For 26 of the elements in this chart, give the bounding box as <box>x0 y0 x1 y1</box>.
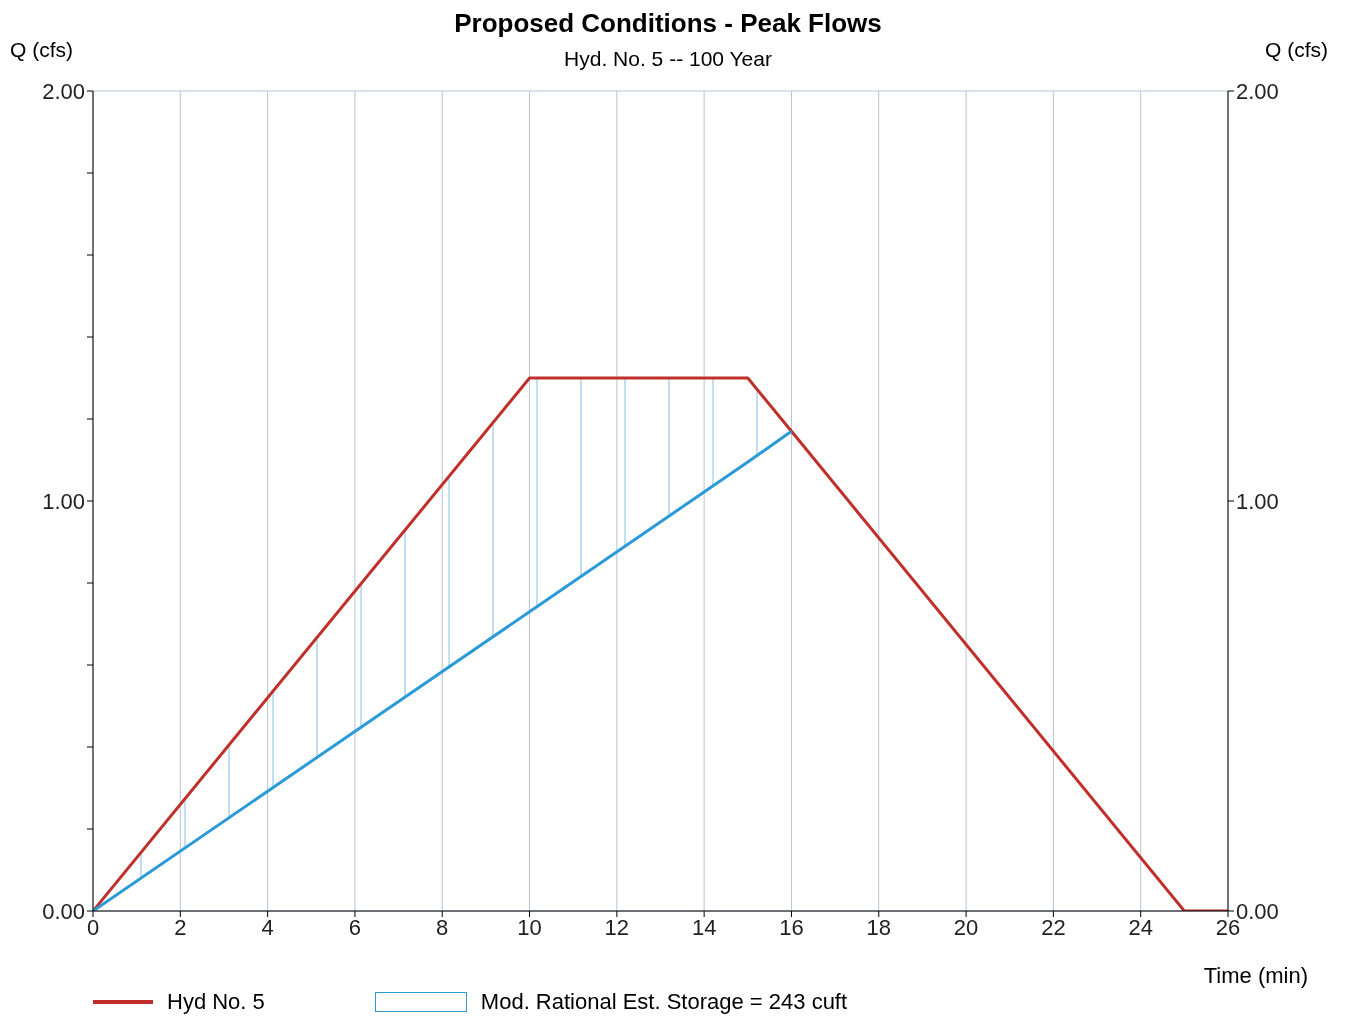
x-tick-label: 12 <box>604 914 630 940</box>
x-tick-label: 18 <box>866 914 892 940</box>
chart-subtitle: Hyd. No. 5 -- 100 Year <box>564 47 772 70</box>
x-tick-label: 24 <box>1128 914 1153 940</box>
x-tick-label: 2 <box>174 914 187 940</box>
x-tick-label: 10 <box>517 914 542 940</box>
chart-title: Proposed Conditions - Peak Flows <box>453 8 883 39</box>
line-series <box>93 429 793 911</box>
y-axis-title: Q (cfs) <box>10 38 73 62</box>
y2-tick-label: 1.00 <box>1236 488 1279 514</box>
x-tick-label: 4 <box>261 914 274 940</box>
x-axis-title: Time (min) <box>1202 963 1309 989</box>
x-tick-label: 8 <box>436 914 449 940</box>
x-tick-label: 14 <box>691 914 717 940</box>
y2-axis-title: Q (cfs) <box>1265 38 1328 62</box>
x-tick-label: 6 <box>348 914 362 940</box>
y-tick-label: 0.00 <box>42 898 85 924</box>
x-tick-label: 0 <box>86 914 100 940</box>
y-tick-label: 2.00 <box>42 78 85 104</box>
legend-label: Hyd No. 5 <box>167 989 265 1015</box>
y2-tick-label: 2.00 <box>1236 78 1279 104</box>
x-tick-label: 22 <box>1041 914 1066 940</box>
legend-label: Mod. Rational Est. Storage = 243 cuft <box>480 989 848 1015</box>
y-tick-label: 1.00 <box>42 488 85 514</box>
x-tick-label: 20 <box>953 914 979 940</box>
x-tick-label: 16 <box>779 914 804 940</box>
